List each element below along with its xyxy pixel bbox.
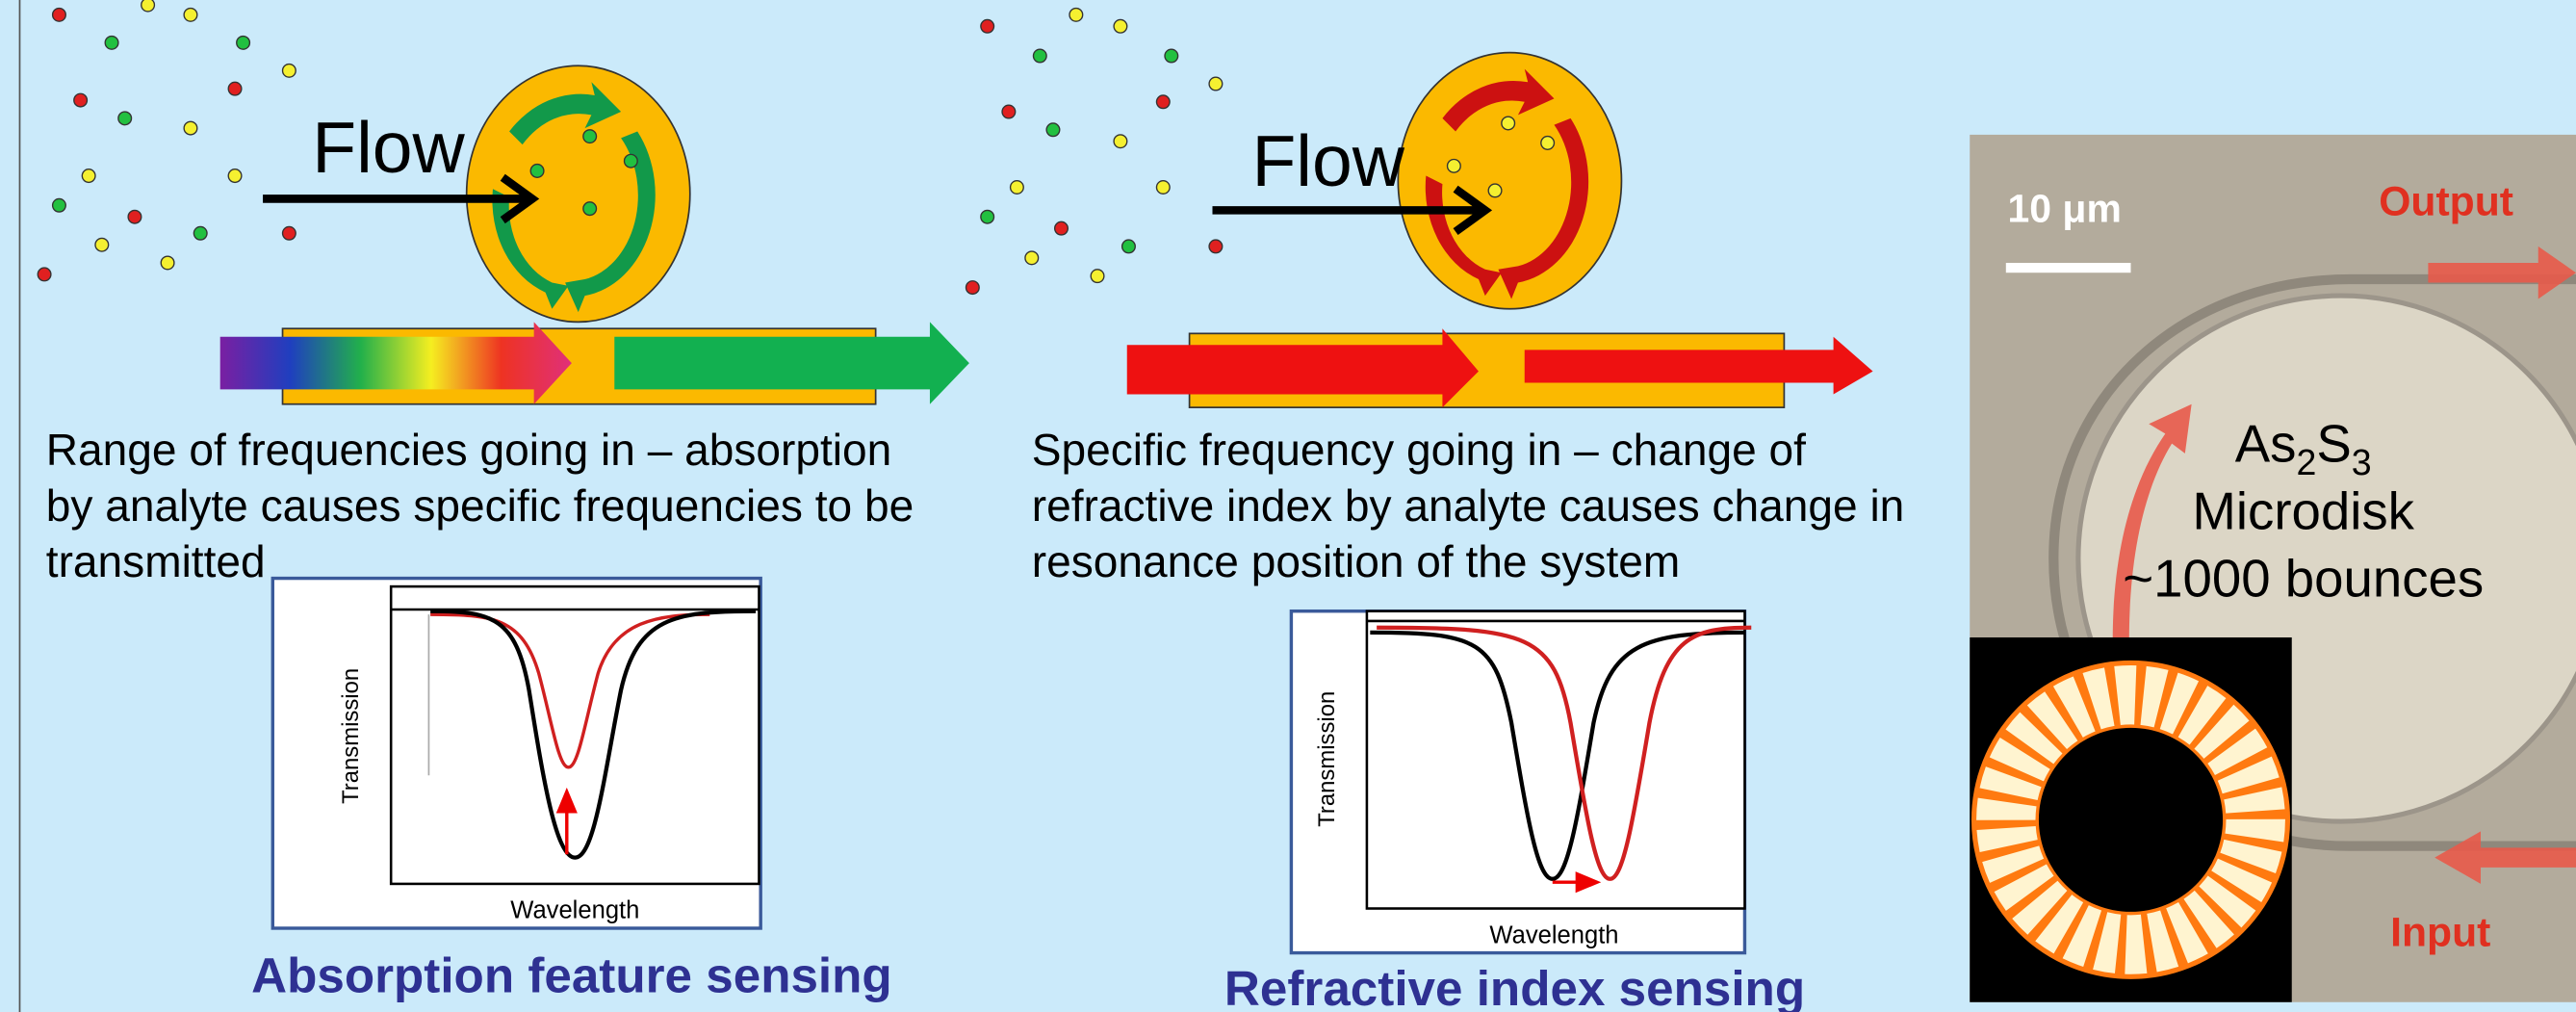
caption-line: by analyte causes specific frequencies t… <box>46 480 914 531</box>
plot-axes <box>1367 611 1745 909</box>
material-subscript: 3 <box>2352 442 2372 482</box>
device-name: Microdisk <box>2192 481 2414 540</box>
material-part: S <box>2316 414 2351 473</box>
input-label: Input <box>2390 910 2490 956</box>
bounce-count: ~1000 bounces <box>2123 549 2484 608</box>
caption-line: resonance position of the system <box>1032 536 1680 586</box>
output-label: Output <box>2379 179 2513 225</box>
x-axis-label: Wavelength <box>510 897 639 924</box>
caption-line: Specific frequency going in – change of <box>1032 425 1806 475</box>
caption-line: transmitted <box>46 536 266 586</box>
panel-title: Refractive index sensing <box>1224 961 1805 1012</box>
mode-core <box>2039 728 2223 912</box>
caption-line: refractive index by analyte causes chang… <box>1032 480 1905 531</box>
flow-label: Flow <box>312 107 465 188</box>
caption-line: Range of frequencies going in – absorpti… <box>46 425 891 475</box>
x-axis-label: Wavelength <box>1489 921 1618 948</box>
flow-label: Flow <box>1251 120 1404 201</box>
panel-title: Absorption feature sensing <box>251 948 892 1003</box>
slide: Flow Range of frequencies going in – abs… <box>0 0 2576 1012</box>
plot-axes <box>391 586 759 884</box>
y-axis-label: Transmission <box>338 668 364 804</box>
page: Flow Range of frequencies going in – abs… <box>0 0 2576 1012</box>
material-part: As <box>2235 414 2297 473</box>
scale-bar-label: 10 μm <box>2008 186 2122 230</box>
y-axis-label: Transmission <box>1314 691 1340 827</box>
scale-bar <box>2006 263 2131 272</box>
material-subscript: 2 <box>2296 442 2316 482</box>
